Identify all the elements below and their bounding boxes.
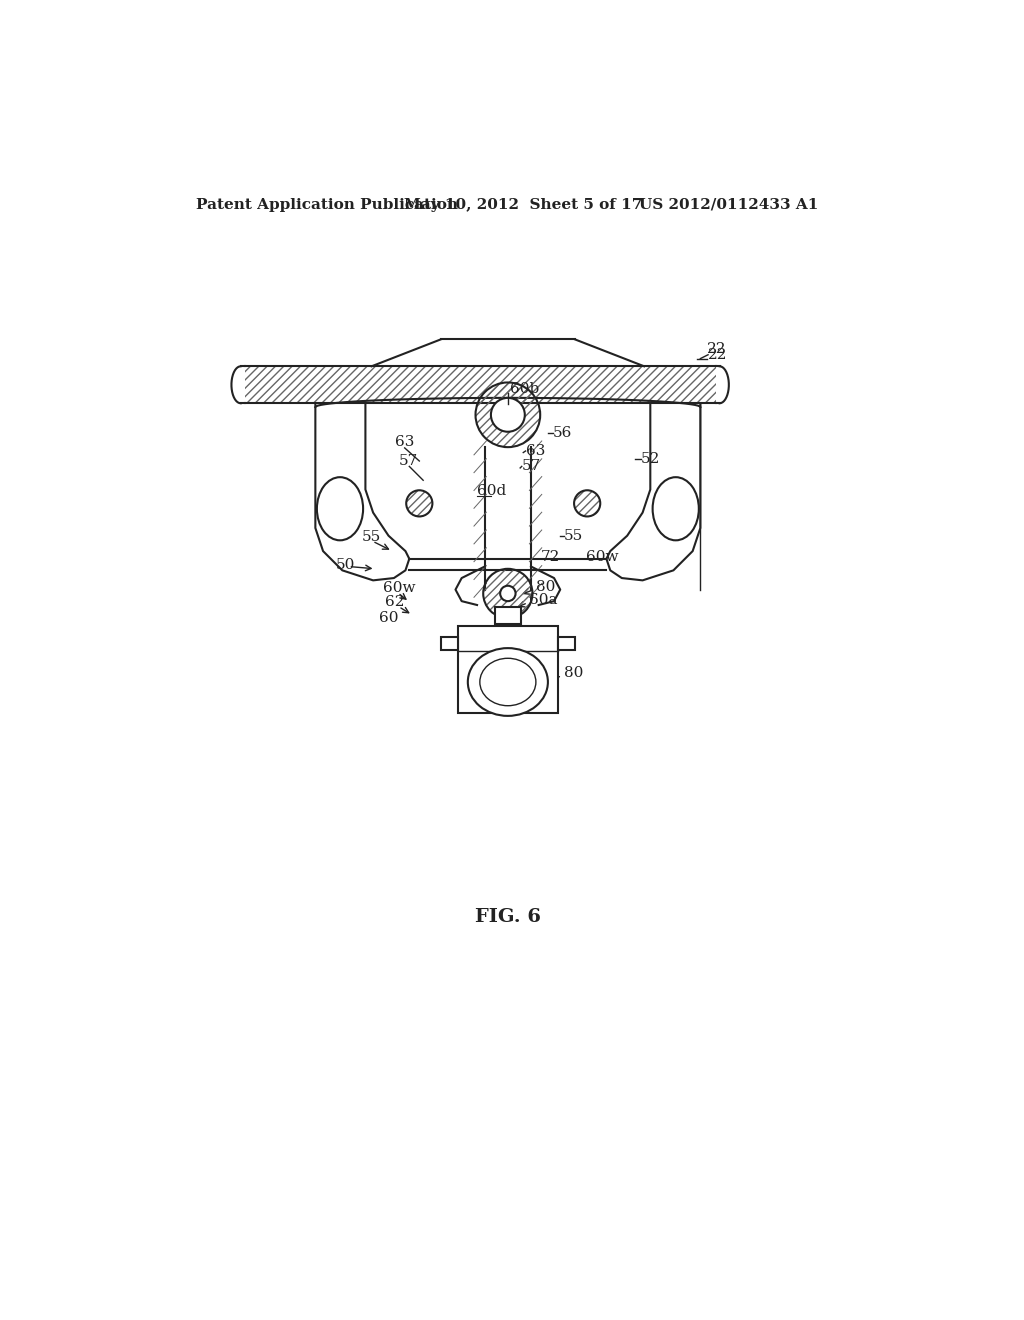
Text: 80: 80 [564, 665, 584, 680]
Bar [558, 638, 574, 649]
Bar [245, 367, 716, 404]
Ellipse shape [480, 659, 536, 706]
Text: 57: 57 [398, 454, 418, 469]
Text: 60: 60 [379, 611, 398, 626]
Text: 63: 63 [525, 444, 545, 458]
Text: May 10, 2012  Sheet 5 of 17: May 10, 2012 Sheet 5 of 17 [403, 198, 642, 211]
Text: 60a: 60a [529, 593, 558, 607]
Text: 72: 72 [541, 550, 560, 564]
Text: 52: 52 [641, 451, 660, 466]
Bar [495, 607, 521, 624]
Text: 60w: 60w [383, 581, 416, 595]
Bar [245, 367, 716, 404]
Circle shape [490, 397, 525, 432]
Text: 55: 55 [361, 531, 381, 544]
Text: US 2012/0112433 A1: US 2012/0112433 A1 [639, 198, 818, 211]
Text: 50: 50 [336, 558, 355, 572]
Text: 60b: 60b [510, 383, 540, 396]
Text: Patent Application Publication: Patent Application Publication [196, 198, 458, 211]
Text: 60d: 60d [477, 484, 506, 498]
Ellipse shape [468, 648, 548, 715]
Text: 60w: 60w [587, 550, 618, 564]
Text: 56: 56 [553, 426, 571, 441]
Text: 80: 80 [537, 579, 556, 594]
Text: 57: 57 [521, 459, 541, 474]
Text: 63: 63 [394, 434, 414, 449]
Text: 62: 62 [385, 595, 404, 609]
Ellipse shape [652, 477, 698, 540]
Bar [458, 626, 558, 713]
Text: 22: 22 [707, 342, 726, 356]
Text: FIG. 6: FIG. 6 [475, 908, 541, 925]
Text: 22: 22 [708, 347, 728, 362]
Text: 55: 55 [564, 529, 584, 543]
Circle shape [500, 586, 515, 601]
Bar [441, 638, 458, 649]
Ellipse shape [316, 477, 364, 540]
